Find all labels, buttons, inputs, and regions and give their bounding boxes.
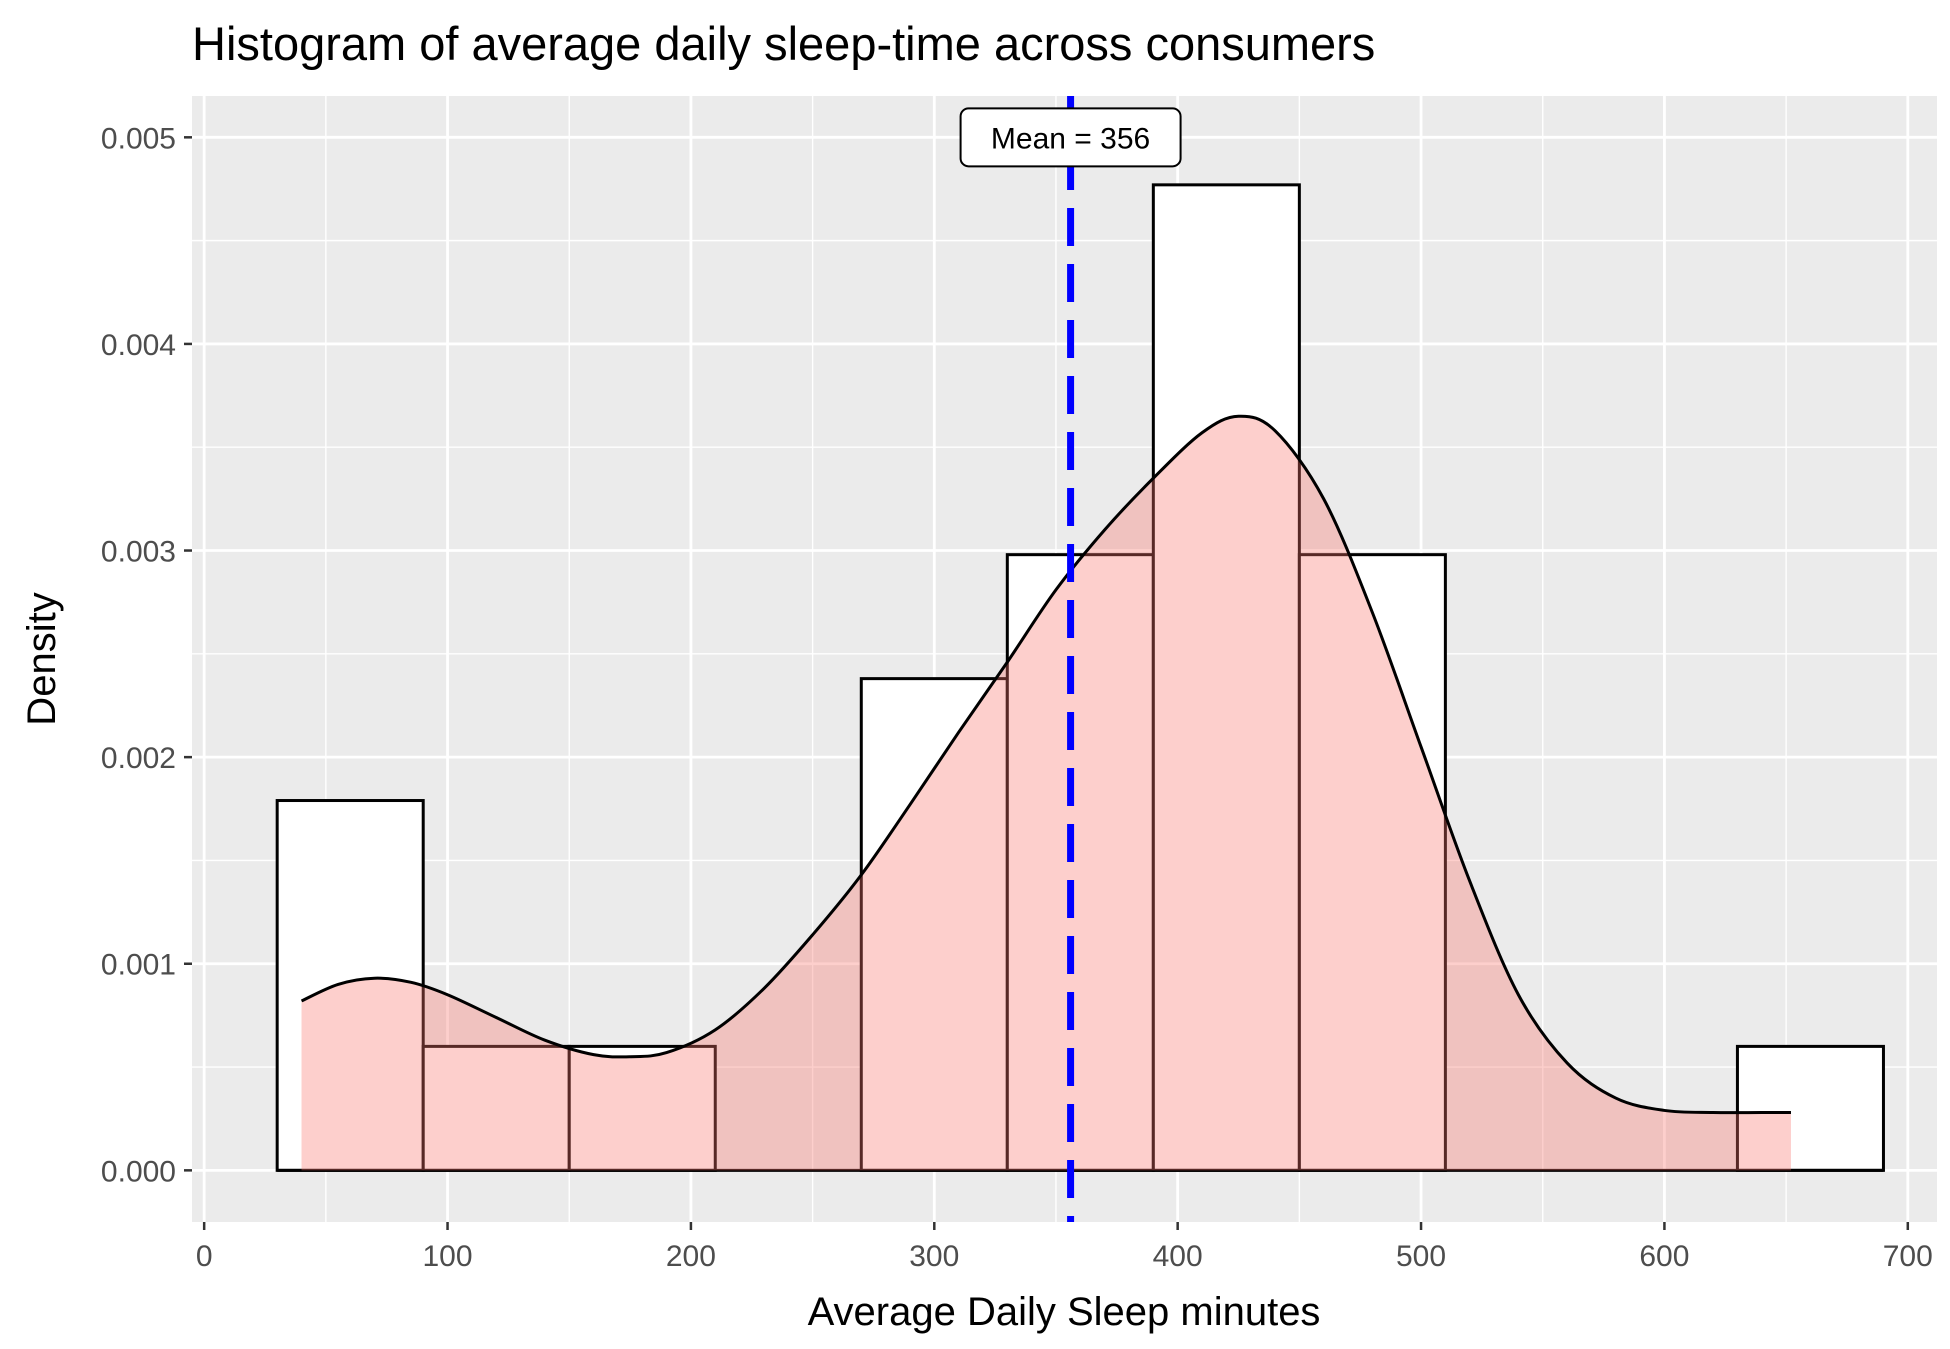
y-tick-label: 0.001 [101,949,176,982]
mean-annotation-label: Mean = 356 [991,122,1150,155]
histogram-bar [567,1044,717,1172]
x-tick-label: 300 [909,1240,959,1273]
histogram-bar [1297,553,1447,1172]
x-tick-label: 600 [1639,1240,1689,1273]
y-tick-label: 0.003 [101,536,176,569]
density-area [301,416,1791,1171]
x-tick-label: 500 [1396,1240,1446,1273]
x-tick-label: 400 [1153,1240,1203,1273]
x-tick-label: 200 [666,1240,716,1273]
y-tick-label: 0.000 [101,1155,176,1188]
y-tick-label: 0.004 [101,329,176,362]
chart-title: Histogram of average daily sleep-time ac… [192,17,1375,70]
x-tick-label: 0 [196,1240,213,1273]
density-curve [300,414,1791,1115]
histogram-bar [1735,1044,1885,1172]
mean-line-layer: Mean = 356 [959,96,1182,1222]
y-tick-label: 0.005 [101,122,176,155]
x-tick-label: 100 [423,1240,473,1273]
x-tick-label: 700 [1883,1240,1933,1273]
y-axis-title: Density [20,592,64,725]
histogram-bar [859,677,1009,1172]
histogram-bar [275,799,425,1172]
density-curve-layer [300,414,1791,1171]
histogram-bars [275,183,1885,1172]
histogram-bar [1151,183,1301,1172]
axes: 0 100 200 300 400 500 600 700 0.000 0.001 0.002 0.0… [101,122,1933,1273]
histogram-bar [421,1044,571,1172]
y-tick-label: 0.002 [101,742,176,775]
x-axis-title: Average Daily Sleep minutes [808,1290,1321,1334]
mean-annotation-box [959,107,1182,168]
